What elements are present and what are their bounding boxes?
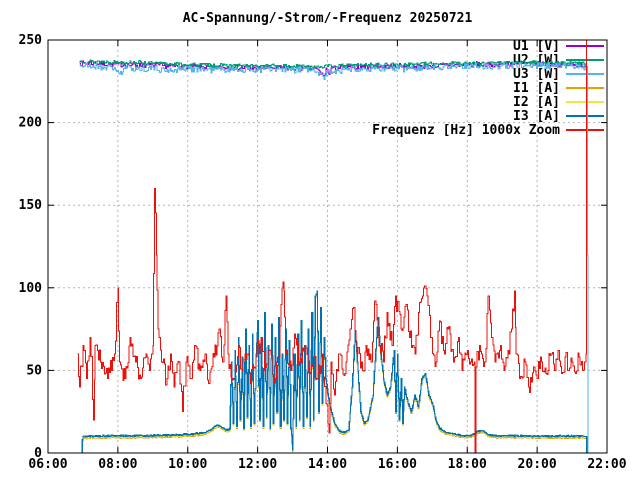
series-u2 xyxy=(79,59,587,69)
x-axis-label: 08:00 xyxy=(98,457,137,472)
plot-border xyxy=(47,39,608,454)
x-axis-label: 06:00 xyxy=(28,457,67,472)
y-axis-label: 100 xyxy=(19,281,43,296)
y-axis-label: 0 xyxy=(34,446,42,461)
chart-legend: U1 [V]U2 [W]U3 [W]I1 [A]I2 [A]I3 [A]Freq… xyxy=(372,39,604,138)
series-i3 xyxy=(81,290,588,454)
x-axis-label: 12:00 xyxy=(238,457,277,472)
grid-lines xyxy=(48,40,607,453)
legend-label: U3 [W] xyxy=(513,67,560,82)
x-axis-label: 22:00 xyxy=(587,457,626,472)
x-axis-label: 20:00 xyxy=(518,457,557,472)
data-series xyxy=(77,40,589,454)
legend-label: I1 [A] xyxy=(513,81,560,96)
x-axis-label: 16:00 xyxy=(378,457,417,472)
y-axis-label: 50 xyxy=(26,363,42,378)
chart-title: AC-Spannung/-Strom/-Frequenz 20250721 xyxy=(183,11,473,26)
x-axis-label: 18:00 xyxy=(448,457,487,472)
axis-labels: 06:00 08:00 10:00 12:00 14:00 16:00 18:00 20:00… xyxy=(19,33,627,472)
series-u3 xyxy=(79,61,589,453)
legend-label: U1 [V] xyxy=(513,39,560,54)
series-frequenz xyxy=(77,40,588,454)
x-axis-label: 10:00 xyxy=(168,457,207,472)
x-axis-label: 14:00 xyxy=(308,457,347,472)
y-axis-label: 150 xyxy=(19,198,43,213)
legend-label: I3 [A] xyxy=(513,109,560,124)
legend-label: Frequenz [Hz] 1000x Zoom xyxy=(372,123,560,138)
legend-label: I2 [A] xyxy=(513,95,560,110)
y-axis-label: 250 xyxy=(19,33,43,48)
y-axis-label: 200 xyxy=(19,116,43,131)
